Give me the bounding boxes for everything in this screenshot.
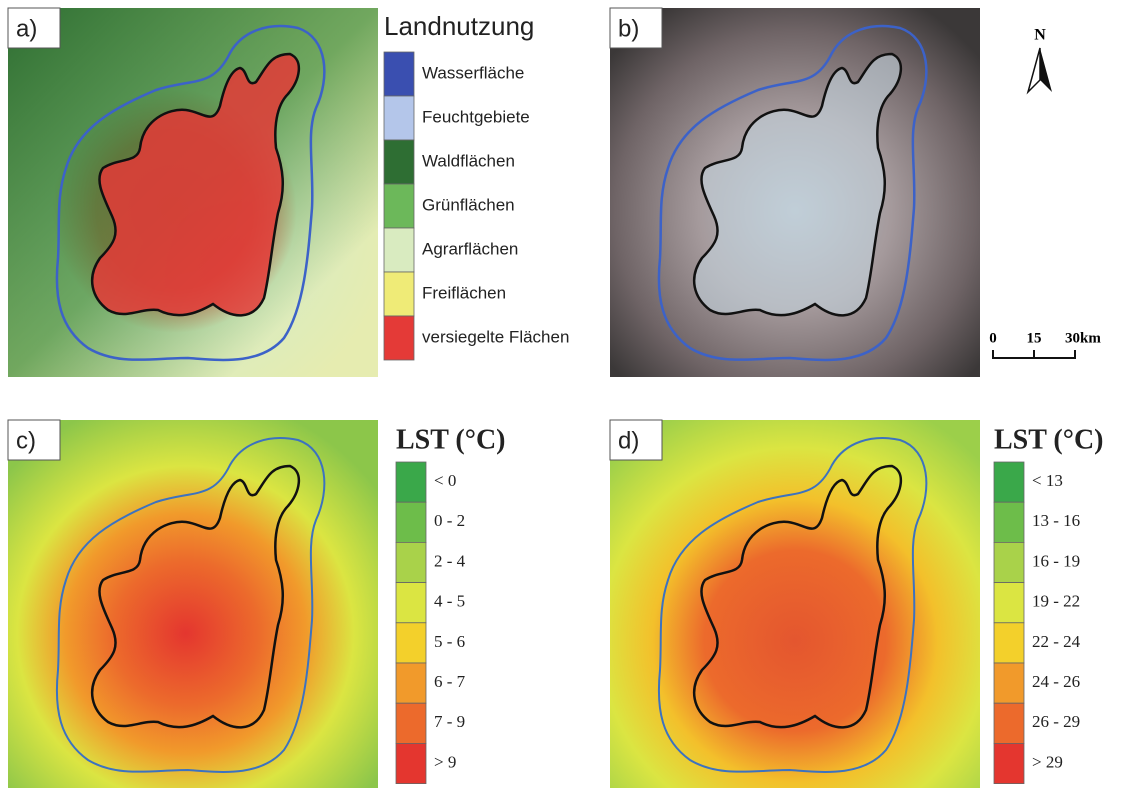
legend-label: 6 - 7 <box>434 672 466 691</box>
legend-swatch <box>396 623 426 663</box>
scale-label: 0 <box>989 330 997 346</box>
legend-label: 26 - 29 <box>1032 712 1080 731</box>
legend-swatch <box>396 502 426 542</box>
panel-label: a) <box>16 15 37 42</box>
north-arrow: N <box>1028 27 1052 92</box>
legend-label: 16 - 19 <box>1032 551 1080 570</box>
legend-swatch <box>396 583 426 623</box>
legend-label: < 13 <box>1032 471 1063 490</box>
legend-label: 5 - 6 <box>434 632 465 651</box>
panel-label: c) <box>16 427 36 454</box>
legend-swatch <box>396 743 426 783</box>
legend-swatch <box>396 542 426 582</box>
legend-swatch <box>384 272 414 316</box>
legend-swatch <box>994 663 1024 703</box>
map-a: a) <box>8 8 378 377</box>
scale-label: 30km <box>1065 330 1101 346</box>
legend-label: 24 - 26 <box>1032 672 1080 691</box>
legend-label: Wasserfläche <box>422 63 524 82</box>
map-b: b) <box>610 8 980 377</box>
legend-swatch <box>994 623 1024 663</box>
legend-label: 0 - 2 <box>434 511 465 530</box>
legend-swatch <box>384 140 414 184</box>
legend-label: Agrarflächen <box>422 239 518 258</box>
legend-swatch <box>384 52 414 96</box>
panel-label: d) <box>618 427 639 454</box>
legend-label: 4 - 5 <box>434 592 465 611</box>
legend-swatch <box>994 542 1024 582</box>
legend-swatch <box>384 96 414 140</box>
legend-label: 2 - 4 <box>434 551 466 570</box>
panel-label: b) <box>618 15 639 42</box>
legend-swatch <box>994 583 1024 623</box>
north-label: N <box>1034 27 1046 44</box>
legend-label: versiegelte Flächen <box>422 327 569 346</box>
legend-label: Feuchtgebiete <box>422 107 530 126</box>
legend-swatch <box>994 743 1024 783</box>
legend-title: LST (°C) <box>396 424 505 455</box>
legend-label: 13 - 16 <box>1032 511 1080 530</box>
figure: a) b) c) d) N 0 15 30km Landnutzung Wasse… <box>0 0 1126 790</box>
legend-swatch <box>396 703 426 743</box>
scale-label: 15 <box>1027 330 1042 346</box>
map-c: c) <box>8 420 378 788</box>
map-d: d) <box>610 420 980 788</box>
legend-label: < 0 <box>434 471 456 490</box>
legend-label: 22 - 24 <box>1032 632 1081 651</box>
legend-label: > 9 <box>434 752 456 771</box>
legend-label: > 29 <box>1032 752 1063 771</box>
legend-swatch <box>994 703 1024 743</box>
legend-swatch <box>396 663 426 703</box>
legend-label: 19 - 22 <box>1032 592 1080 611</box>
legend-label: Waldflächen <box>422 151 515 170</box>
legend-label: 7 - 9 <box>434 712 465 731</box>
legend-swatch <box>384 228 414 272</box>
legend-label: Freiflächen <box>422 283 506 302</box>
legend-label: Grünflächen <box>422 195 515 214</box>
legend-title: LST (°C) <box>994 424 1103 455</box>
legend-swatch <box>994 462 1024 502</box>
scale-bar: 0 15 30km <box>989 330 1101 358</box>
legend-title: Landnutzung <box>384 11 534 41</box>
legend-swatch <box>994 502 1024 542</box>
legend-swatch <box>384 316 414 360</box>
legend-swatch <box>396 462 426 502</box>
legend-swatch <box>384 184 414 228</box>
